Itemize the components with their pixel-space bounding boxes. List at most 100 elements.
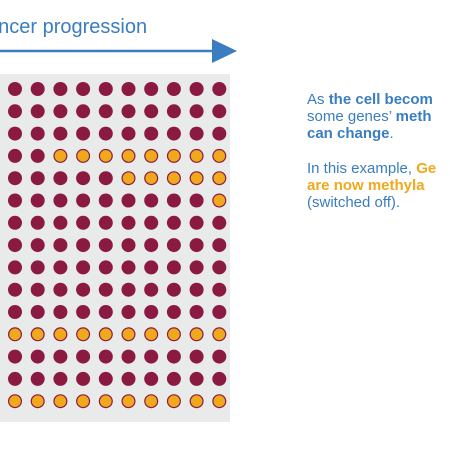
gene-dot (189, 305, 204, 319)
gene-dot (166, 260, 181, 275)
gene-dot (121, 215, 136, 230)
gene-dot (8, 215, 22, 230)
methylated-gene-dot (53, 148, 68, 163)
gene-dot (98, 238, 113, 253)
gene-dot (98, 305, 113, 319)
gene-dot (76, 215, 91, 230)
gene-dot (98, 82, 113, 96)
methylated-gene-dot (212, 148, 227, 163)
gene-dot (189, 260, 204, 275)
p1-line2-bold: meth (395, 108, 432, 125)
gene-dot (144, 193, 159, 208)
gene-dot (53, 238, 68, 253)
gene-dot (30, 126, 45, 141)
gene-dot (189, 215, 204, 230)
p1-line2-start: some genes’ (307, 108, 396, 125)
methylated-gene-dot (189, 394, 204, 409)
gene-dot (166, 371, 181, 386)
gene-dot (8, 305, 22, 319)
gene-dot (166, 104, 181, 119)
gene-dot (30, 371, 45, 386)
gene-dot (212, 126, 227, 141)
gene-dot (121, 349, 136, 364)
methylated-gene-dot (189, 171, 204, 186)
gene-dot (8, 371, 22, 386)
gene-dot (8, 260, 22, 275)
gene-dot (53, 193, 68, 208)
gene-dot (53, 305, 68, 319)
gene-dot (144, 238, 159, 253)
gene-dot (144, 371, 159, 386)
gene-dot (144, 82, 159, 96)
methylated-gene-dot (121, 148, 136, 163)
methylated-gene-dot (98, 148, 113, 163)
gene-dot (121, 305, 136, 319)
gene-dot (144, 104, 159, 119)
gene-dot (166, 215, 181, 230)
gene-dot (166, 193, 181, 208)
gene-dot (121, 371, 136, 386)
gene-dot (144, 260, 159, 275)
gene-dot (76, 349, 91, 364)
gene-dot (189, 82, 204, 96)
gene-dot (189, 193, 204, 208)
methylation-dot-grid (8, 82, 227, 409)
gene-dot (166, 126, 181, 141)
gene-dot (189, 126, 204, 141)
methylated-gene-dot (121, 171, 136, 186)
gene-dot (30, 238, 45, 253)
gene-dot (189, 282, 204, 297)
gene-dot (53, 215, 68, 230)
methylated-gene-dot (121, 394, 136, 409)
gene-dot (144, 349, 159, 364)
gene-dot (166, 282, 181, 297)
gene-dot (53, 126, 68, 141)
arrow-right-icon (0, 39, 237, 63)
methylated-gene-dot (76, 327, 91, 342)
gene-dot (98, 126, 113, 141)
gene-dot (76, 305, 91, 319)
gene-dot (166, 238, 181, 253)
methylated-gene-dot (189, 327, 204, 342)
methylated-gene-dot (144, 171, 159, 186)
gene-dot (8, 238, 22, 253)
methylated-gene-dot (53, 394, 68, 409)
methylated-gene-dot (30, 394, 45, 409)
p2-line1-highlight: Ge (416, 160, 437, 177)
gene-dot (8, 104, 22, 119)
gene-dot (8, 193, 22, 208)
gene-dot (53, 349, 68, 364)
gene-dot (144, 215, 159, 230)
methylated-gene-dot (166, 327, 181, 342)
gene-dot (166, 305, 181, 319)
gene-dot (76, 82, 91, 96)
gene-dot (98, 171, 113, 186)
gene-dot (121, 282, 136, 297)
gene-dot (30, 215, 45, 230)
methylated-gene-dot (212, 171, 227, 186)
gene-dot (212, 238, 227, 253)
gene-dot (30, 82, 45, 96)
gene-dot (166, 82, 181, 96)
gene-dot (98, 193, 113, 208)
gene-dot (30, 282, 45, 297)
gene-dot (189, 104, 204, 119)
gene-dot (8, 349, 22, 364)
gene-dot (121, 193, 136, 208)
gene-dot (30, 148, 45, 163)
methylated-gene-dot (8, 327, 23, 342)
p1-line3-bold: can change (307, 125, 390, 142)
methylated-gene-dot (98, 327, 113, 342)
explanation-text: As the cell becom some genes’ meth can c… (307, 91, 450, 211)
gene-dot (76, 171, 91, 186)
progression-label: ancer progression (0, 16, 148, 38)
methylated-gene-dot (30, 327, 45, 342)
p1-line3-end: . (389, 125, 394, 142)
gene-dot (98, 215, 113, 230)
gene-dot (121, 126, 136, 141)
gene-dot (8, 82, 22, 96)
explanation-paragraph-1: As the cell becom some genes’ meth can c… (307, 91, 450, 142)
gene-dot (8, 171, 22, 186)
gene-dot (166, 349, 181, 364)
